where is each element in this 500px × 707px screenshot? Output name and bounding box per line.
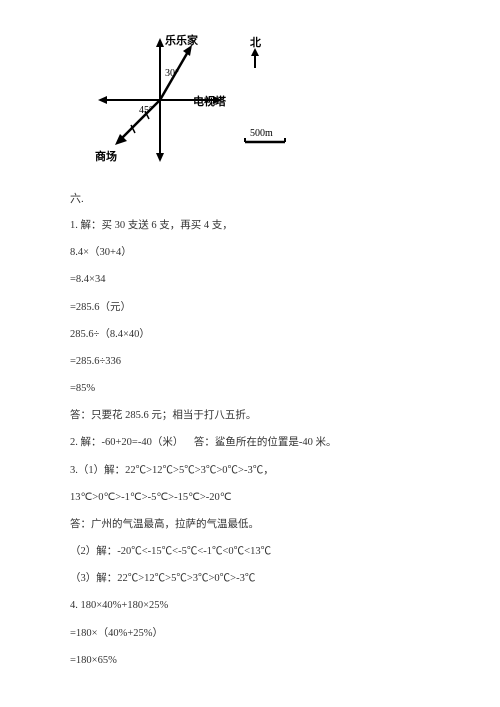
solution-line: =85% xyxy=(70,382,440,396)
solution-line: 4. 180×40%+180×25% xyxy=(70,599,440,613)
solution-line: =8.4×34 xyxy=(70,273,440,287)
solution-line: 答：只要花 285.6 元；相当于打八五折。 xyxy=(70,409,440,423)
solution-line: 1. 解：买 30 支送 6 支，再买 4 支， xyxy=(70,219,440,233)
solution-line: 2. 解：-60+20=-40（米） 答：鲨鱼所在的位置是-40 米。 xyxy=(70,436,440,450)
solution-line: 13℃>0℃>-1℃>-5℃>-15℃>-20℃ xyxy=(70,491,440,505)
solution-line: =180×65% xyxy=(70,654,440,668)
solution-line: （2）解：-20℃<-15℃<-5℃<-1℃<0℃<13℃ xyxy=(70,545,440,559)
home-label: 乐乐家 xyxy=(165,33,199,47)
mall-label: 商场 xyxy=(95,149,117,163)
solution-line: 3.（1）解：22℃>12℃>5℃>3℃>0℃>-3℃， xyxy=(70,464,440,478)
solution-line: =180×（40%+25%） xyxy=(70,627,440,641)
scale-label: 500m xyxy=(250,128,273,139)
tower-label: 电视塔 xyxy=(193,94,227,108)
solution-line: 答：广州的气温最高，拉萨的气温最低。 xyxy=(70,518,440,532)
diagram-svg: 30° 45° 乐乐家 电视塔 商场 北 500m xyxy=(95,20,305,165)
solution-line: 285.6÷（8.4×40） xyxy=(70,328,440,342)
angle1-label: 30° xyxy=(165,68,179,79)
section-header: 六. xyxy=(70,190,440,206)
solution-line: 8.4×（30+4） xyxy=(70,246,440,260)
north-label: 北 xyxy=(250,35,261,49)
compass-diagram: 30° 45° 乐乐家 电视塔 商场 北 500m xyxy=(95,20,305,165)
solution-line: =285.6（元） xyxy=(70,301,440,315)
solutions-content: 六. 1. 解：买 30 支送 6 支，再买 4 支， 8.4×（30+4） =… xyxy=(70,190,440,681)
solution-line: =285.6÷336 xyxy=(70,355,440,369)
solution-line: （3）解：22℃>12℃>5℃>3℃>0℃>-3℃ xyxy=(70,572,440,586)
angle2-label: 45° xyxy=(139,105,153,116)
